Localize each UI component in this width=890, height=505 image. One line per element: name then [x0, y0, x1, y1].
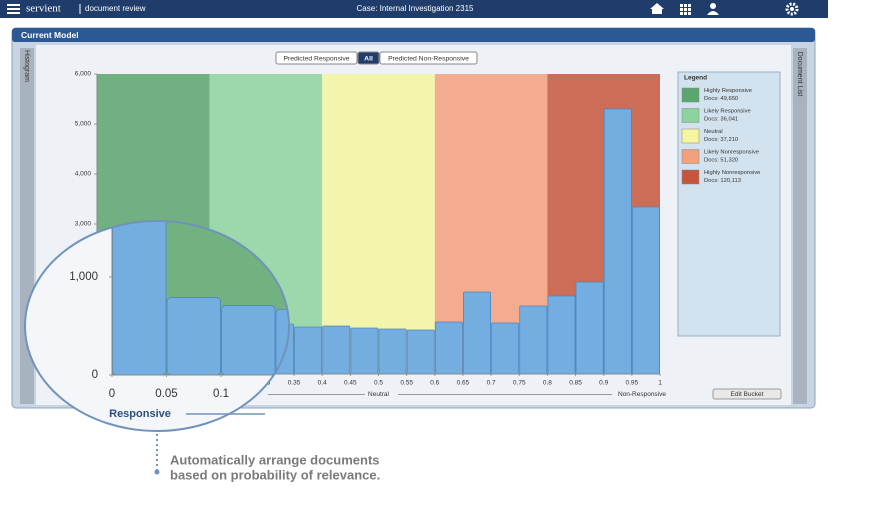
legend-swatch — [682, 129, 699, 143]
x-tick-label: 0.05 — [155, 388, 177, 400]
x-group-label: Non-Responsive — [618, 391, 666, 398]
histogram-bar — [222, 305, 276, 375]
case-title: Case: Internal Investigation 2315 — [357, 4, 475, 13]
panel-title: Current Model — [21, 30, 79, 40]
x-tick-label: 1 — [658, 380, 662, 387]
histogram-bar — [576, 282, 603, 374]
x-tick-label: 0.55 — [400, 380, 413, 387]
caption-line: Automatically arrange documents — [170, 452, 380, 467]
legend-docs: Docs: 120,113 — [704, 178, 741, 184]
y-tick-label: 1,000 — [69, 271, 98, 283]
legend-title: Legend — [684, 75, 707, 82]
y-tick-label: 5,000 — [75, 121, 92, 128]
x-group-label: Responsive — [109, 408, 171, 420]
right-tab-label[interactable]: Document List — [796, 52, 803, 97]
x-tick-label: 0.35 — [288, 380, 301, 387]
x-tick-label: 0.6 — [430, 380, 439, 387]
legend-swatch — [682, 109, 699, 123]
x-tick-label: 0.9 — [599, 380, 608, 387]
x-tick-label: 0 — [109, 388, 115, 400]
filter-label[interactable]: Predicted Non-Responsive — [388, 55, 469, 62]
histogram-bar — [492, 323, 519, 374]
filter-label[interactable]: All — [364, 55, 373, 62]
x-tick-label: 0.1 — [213, 388, 229, 400]
legend-docs: Docs: 37,210 — [704, 137, 738, 143]
right-tab[interactable] — [793, 48, 807, 404]
histogram-bar — [379, 329, 406, 374]
histogram-bar — [351, 328, 378, 374]
histogram-bar — [167, 298, 221, 375]
histogram-bar — [295, 327, 322, 374]
legend-label: Highly Responsive — [704, 88, 752, 94]
histogram-bar — [463, 292, 490, 374]
histogram-bar — [407, 330, 434, 374]
legend-label: Neutral — [704, 129, 723, 135]
x-tick-label: 0.8 — [543, 380, 552, 387]
x-tick-label: 0.45 — [344, 380, 357, 387]
histogram-bar — [821, 214, 875, 375]
x-tick-label: 0.5 — [374, 380, 383, 387]
y-tick-label: 6,000 — [75, 71, 92, 78]
legend-docs: Docs: 51,320 — [704, 158, 738, 164]
left-tab-label[interactable]: Histogram — [23, 50, 30, 82]
x-tick-label: 0.85 — [569, 380, 582, 387]
app-name: document review — [85, 4, 146, 13]
panel-header — [12, 28, 815, 42]
x-tick-label: 0.65 — [457, 380, 470, 387]
histogram-bar — [520, 306, 547, 374]
y-tick-label: 3,000 — [75, 221, 92, 228]
histogram-bar — [548, 296, 575, 374]
grid-icon[interactable] — [680, 4, 691, 15]
x-tick-label: 0.95 — [626, 380, 639, 387]
caption-line: based on probability of relevance. — [170, 467, 380, 482]
callout-dot — [155, 470, 160, 475]
legend-label: Likely Responsive — [704, 109, 751, 115]
x-group-label: Neutral — [368, 391, 390, 398]
legend-swatch — [682, 150, 699, 164]
legend-swatch — [682, 88, 699, 102]
histogram-bar — [435, 322, 462, 374]
menu-icon[interactable] — [7, 4, 20, 14]
histogram-bar — [113, 208, 167, 375]
histogram-bar — [876, 275, 890, 375]
legend-docs: Docs: 49,650 — [704, 96, 738, 102]
histogram-bar — [323, 326, 350, 374]
edit-bucket-label[interactable]: Edit Bucket — [731, 391, 764, 398]
x-tick-label: 0.4 — [318, 380, 327, 387]
x-tick-label: 0.75 — [513, 380, 526, 387]
brand: servient — [26, 3, 61, 15]
legend-swatch — [682, 170, 699, 184]
legend-docs: Docs: 36,041 — [704, 117, 738, 123]
histogram-bar — [632, 207, 659, 374]
x-tick-label: 0.7 — [487, 380, 496, 387]
x-tick-label: 0.7 — [867, 388, 883, 400]
legend-label: Likely Nonresponsive — [704, 150, 759, 156]
y-tick-label: 0 — [92, 369, 98, 381]
histogram-bar — [604, 109, 631, 374]
legend-label: Highly Nonresponsive — [704, 170, 760, 176]
filter-label[interactable]: Predicted Responsive — [283, 55, 349, 62]
y-tick-label: 4,000 — [75, 171, 92, 178]
